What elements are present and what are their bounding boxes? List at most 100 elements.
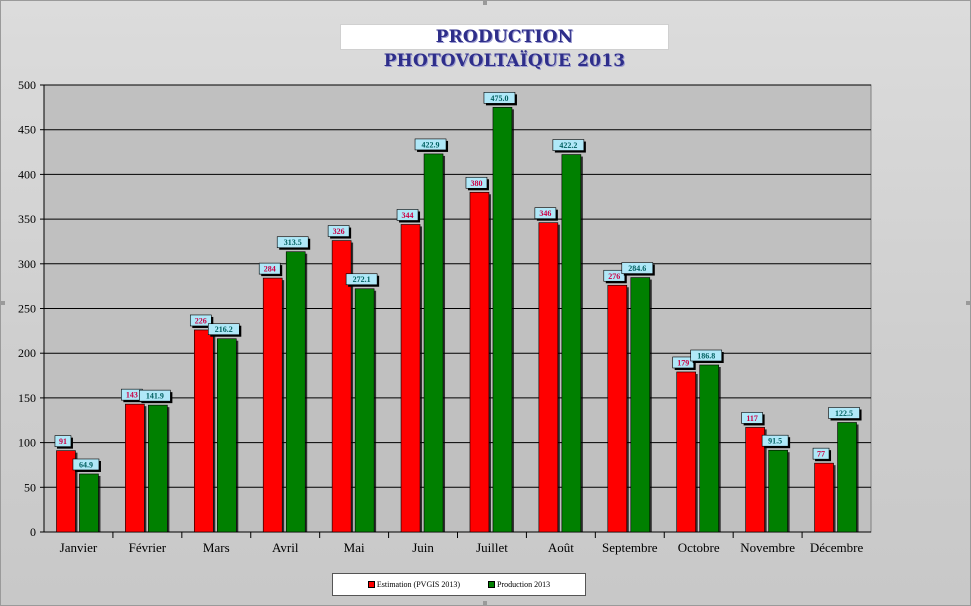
y-tick-label: 250: [18, 302, 36, 316]
data-label-box: [327, 225, 350, 237]
bar-production: [423, 153, 444, 533]
bar-estimation: [331, 240, 352, 533]
legend: Estimation (PVGIS 2013) Production 2013: [332, 573, 586, 596]
data-label-box: [741, 412, 763, 424]
legend-item-estimation: Estimation (PVGIS 2013): [367, 580, 460, 589]
chart-title: PRODUCTION PHOTOVOLTAÏQUE 2013: [340, 24, 669, 71]
y-tick-label: 200: [18, 346, 36, 360]
y-tick-label: 400: [18, 167, 36, 181]
data-label-box: [139, 389, 171, 402]
bar-production: [699, 364, 720, 533]
data-label-box: [72, 458, 100, 471]
y-tick-label: 350: [18, 212, 36, 226]
bar-production: [148, 404, 168, 533]
data-label: 422.9: [422, 140, 440, 149]
data-label: 284.6: [628, 264, 646, 273]
bar-production: [79, 473, 99, 533]
x-tick-label: Mars: [203, 540, 230, 555]
data-label: 179: [677, 358, 689, 367]
x-tick-label: Janvier: [60, 540, 98, 555]
data-label: 122.5: [835, 409, 853, 418]
x-tick-label: Juillet: [476, 540, 508, 555]
legend-swatch-estimation: [367, 581, 375, 588]
data-label: 276: [608, 272, 620, 281]
legend-item-production: Production 2013: [488, 580, 550, 589]
bar-production: [630, 277, 651, 533]
bar-estimation: [56, 450, 76, 533]
y-tick-label: 0: [30, 525, 36, 539]
data-label-box: [396, 209, 419, 221]
data-label: 77: [817, 450, 825, 459]
bar-production: [492, 107, 513, 533]
bar-production: [354, 288, 375, 533]
data-label: 344: [402, 211, 414, 220]
data-label: 272.1: [353, 275, 371, 284]
data-label-box: [621, 262, 654, 274]
data-label: 346: [539, 209, 551, 218]
data-label-box: [828, 407, 860, 419]
data-label: 91.5: [768, 437, 782, 446]
data-label: 326: [333, 227, 345, 236]
resize-handle-top[interactable]: [483, 1, 487, 5]
bar-estimation: [607, 284, 628, 533]
resize-handle-left[interactable]: [1, 301, 5, 305]
bar-estimation: [469, 191, 490, 533]
data-label-box: [54, 435, 72, 447]
bar-production: [561, 154, 582, 533]
x-tick-label: Septembre: [602, 540, 658, 555]
data-label-box: [603, 269, 626, 282]
data-label: 226: [195, 316, 207, 325]
legend-label-production: Production 2013: [497, 580, 551, 589]
data-label-box: [812, 447, 830, 460]
resize-handle-right[interactable]: [966, 301, 970, 305]
bar-estimation: [193, 329, 214, 533]
data-label-box: [690, 349, 723, 362]
x-tick-label: Novembre: [740, 540, 795, 555]
data-label: 313.5: [284, 238, 302, 247]
bar-estimation: [262, 277, 283, 533]
y-tick-label: 50: [24, 480, 36, 494]
data-label-box: [189, 314, 212, 327]
data-label-box: [276, 236, 309, 249]
data-label-box: [534, 207, 557, 219]
legend-label-estimation: Estimation (PVGIS 2013): [376, 580, 460, 589]
data-label: 91: [59, 437, 67, 446]
data-label: 380: [470, 179, 482, 188]
data-label: 475.0: [490, 94, 508, 103]
data-label-box: [483, 92, 516, 104]
data-label-box: [345, 273, 378, 286]
x-tick-label: Mai: [344, 540, 365, 555]
data-label-box: [258, 262, 281, 275]
x-tick-label: Avril: [272, 540, 299, 555]
data-label: 64.9: [79, 460, 93, 469]
data-label-box: [207, 323, 240, 336]
data-label-box: [414, 138, 447, 151]
bar-estimation: [538, 222, 559, 533]
x-tick-label: Août: [548, 540, 574, 555]
bar-estimation: [400, 224, 421, 533]
bar-estimation: [745, 427, 765, 533]
bar-estimation: [125, 403, 145, 533]
data-label: 141.9: [146, 392, 164, 401]
x-tick-label: Décembre: [810, 540, 864, 555]
bar-estimation: [676, 371, 697, 533]
bar-production: [768, 449, 788, 533]
legend-swatch-production: [488, 581, 495, 588]
data-label-box: [465, 176, 488, 189]
data-label: 284: [264, 265, 276, 274]
bar-estimation: [814, 462, 834, 533]
data-label: 117: [746, 414, 758, 423]
y-tick-label: 150: [18, 391, 36, 405]
data-label-box: [761, 434, 789, 447]
data-label: 216.2: [215, 325, 233, 334]
data-label: 143: [126, 391, 138, 400]
bar-production: [216, 338, 237, 533]
x-tick-label: Octobre: [678, 540, 720, 555]
resize-handle-bottom[interactable]: [483, 601, 487, 605]
y-tick-label: 100: [18, 436, 36, 450]
y-tick-label: 300: [18, 257, 36, 271]
y-tick-label: 500: [18, 78, 36, 92]
y-tick-label: 450: [18, 123, 36, 137]
x-tick-label: Février: [129, 540, 167, 555]
data-label: 186.8: [697, 352, 715, 361]
